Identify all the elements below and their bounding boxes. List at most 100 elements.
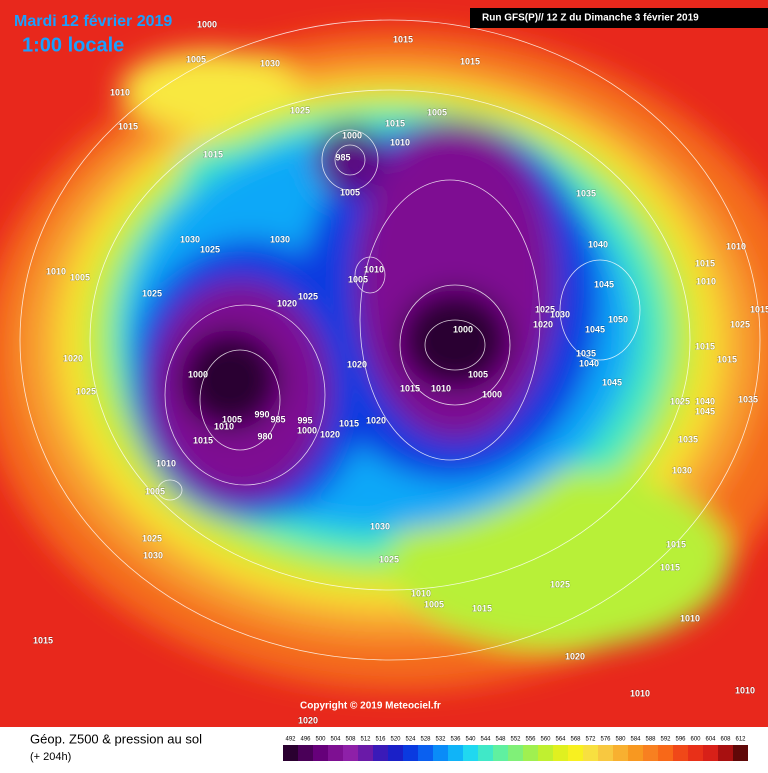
scale-cell — [433, 745, 448, 761]
local-time: 1:00 locale — [22, 34, 124, 56]
scale-cell — [373, 745, 388, 761]
isobar-label: 1000 — [342, 130, 362, 140]
scale-label: 516 — [375, 737, 386, 743]
scale-label: 596 — [675, 737, 686, 743]
scale-label: 528 — [420, 737, 431, 743]
color-scale: 492 496 500 504 508 512 516 520 524 528 532 536 540 5… — [283, 737, 748, 761]
isobar-label: 1020 — [366, 415, 386, 425]
isobar-label: 1005 — [145, 486, 165, 496]
isobar-label: 995 — [297, 415, 312, 425]
isobar-label: 1025 — [730, 319, 750, 329]
isobar-label: 1025 — [670, 396, 690, 406]
isobar-label: 1015 — [339, 418, 359, 428]
scale-label: 568 — [570, 737, 581, 743]
isobar-label: 1020 — [320, 429, 340, 439]
scale-cell — [418, 745, 433, 761]
scale-cell — [553, 745, 568, 761]
isobar-label: 1005 — [222, 414, 242, 424]
isobar-label: 1025 — [290, 105, 310, 115]
isobar-label: 1025 — [142, 288, 162, 298]
isobar-label: 1030 — [143, 550, 163, 560]
isobar-label: 1015 — [385, 118, 405, 128]
scale-label: 520 — [390, 737, 401, 743]
isobar-label: 1040 — [588, 239, 608, 249]
scale-label: 604 — [705, 737, 716, 743]
isobar-label: 1040 — [695, 396, 715, 406]
isobar-label: 1005 — [424, 599, 444, 609]
isobar-label: 1030 — [260, 58, 280, 68]
isobar-label: 1020 — [63, 353, 83, 363]
scale-label: 580 — [615, 737, 626, 743]
isobar-label: 1015 — [695, 258, 715, 268]
scale-label: 552 — [510, 737, 521, 743]
scale-cell — [508, 745, 523, 761]
isobar-label: 1015 — [472, 603, 492, 613]
scale-cell — [538, 745, 553, 761]
isobar-label: 990 — [254, 409, 269, 419]
isobar-label: 1045 — [695, 406, 715, 416]
isobar-label: 1000 — [197, 19, 217, 29]
isobar-label: 1025 — [550, 579, 570, 589]
scale-cell — [463, 745, 478, 761]
isobar-label: 1035 — [738, 394, 758, 404]
isobar-label: 1010 — [110, 87, 130, 97]
copyright: Copyright © 2019 Meteociel.fr — [300, 701, 441, 712]
scale-label: 496 — [300, 737, 311, 743]
scale-label: 560 — [540, 737, 551, 743]
scale-cell — [283, 745, 298, 761]
isobar-label: 1045 — [585, 324, 605, 334]
scale-cell — [493, 745, 508, 761]
scale-cell — [298, 745, 313, 761]
isobar-label: 1010 — [411, 588, 431, 598]
scale-label: 600 — [690, 737, 701, 743]
isobar-label: 1040 — [579, 358, 599, 368]
scale-label: 612 — [735, 737, 746, 743]
isobar-label: 1015 — [33, 635, 53, 645]
scale-cell — [478, 745, 493, 761]
scale-cell — [358, 745, 373, 761]
date: Mardi 12 février 2019 — [14, 13, 172, 30]
isobar-label: 1050 — [608, 314, 628, 324]
isobar-label: 1010 — [364, 264, 384, 274]
isobar-label: 1025 — [142, 533, 162, 543]
isobar-label: 1030 — [180, 234, 200, 244]
scale-cell — [523, 745, 538, 761]
isobar-label: 1010 — [46, 266, 66, 276]
isobar-label: 1005 — [340, 187, 360, 197]
isobar-label: 1000 — [188, 369, 208, 379]
isobar-label: 980 — [257, 431, 272, 441]
isobar-label: 1015 — [750, 304, 768, 314]
scale-label: 584 — [630, 737, 641, 743]
isobar-label: 1010 — [696, 276, 716, 286]
lead-time: (+ 204h) — [30, 751, 71, 763]
isobars — [19, 19, 761, 661]
scale-cell — [628, 745, 643, 761]
isobar-label: 1015 — [193, 435, 213, 445]
scale-cell — [613, 745, 628, 761]
scale-label: 576 — [600, 737, 611, 743]
scale-cell — [673, 745, 688, 761]
scale-label: 608 — [720, 737, 731, 743]
isobar-label: 1025 — [379, 554, 399, 564]
scale-cell — [403, 745, 418, 761]
isobar-label: 1010 — [431, 383, 451, 393]
scale-label: 500 — [315, 737, 326, 743]
isobar-label: 1035 — [576, 348, 596, 358]
isobar-label: 1030 — [550, 309, 570, 319]
scale-label: 532 — [435, 737, 446, 743]
run-box — [470, 8, 768, 28]
scale-label: 512 — [360, 737, 371, 743]
scale-cell — [643, 745, 658, 761]
scale-cell — [598, 745, 613, 761]
scale-label: 540 — [465, 737, 476, 743]
scale-cell — [733, 745, 748, 761]
scale-label: 556 — [525, 737, 536, 743]
isobar-label: 1025 — [535, 304, 555, 314]
scale-cell — [568, 745, 583, 761]
isobar-label: 1030 — [672, 465, 692, 475]
scale-label: 536 — [450, 737, 461, 743]
isobar-label: 985 — [335, 152, 350, 162]
scale-label: 492 — [285, 737, 296, 743]
isobar-label: 1015 — [695, 341, 715, 351]
